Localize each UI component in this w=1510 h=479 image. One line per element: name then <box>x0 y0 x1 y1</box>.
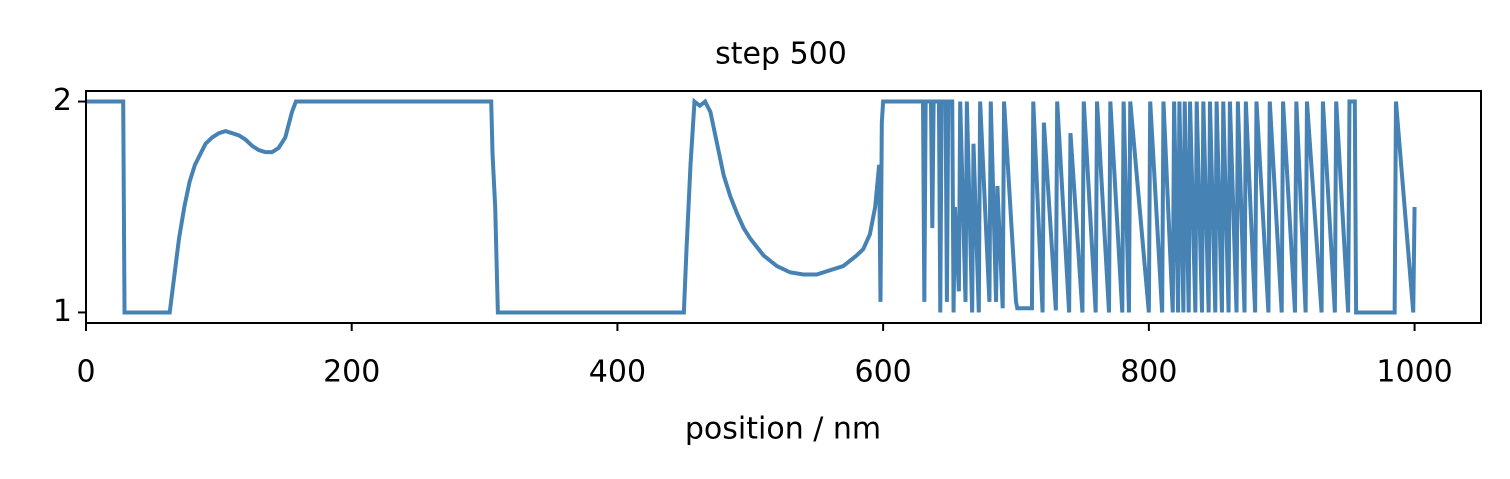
x-tick-label: 200 <box>323 355 380 390</box>
chart-title: step 500 <box>715 37 847 72</box>
x-tick-label: 800 <box>1120 355 1177 390</box>
y-tick-label: 2 <box>53 83 72 118</box>
axes-frame <box>85 90 1482 324</box>
data-line <box>86 97 1417 315</box>
x-tick-label: 1000 <box>1376 355 1452 390</box>
x-tick-label: 400 <box>589 355 646 390</box>
x-tick-label: 0 <box>76 355 95 390</box>
y-tick-label: 1 <box>53 294 72 329</box>
x-tick-label: 600 <box>855 355 912 390</box>
x-axis-label: position / nm <box>685 412 881 447</box>
